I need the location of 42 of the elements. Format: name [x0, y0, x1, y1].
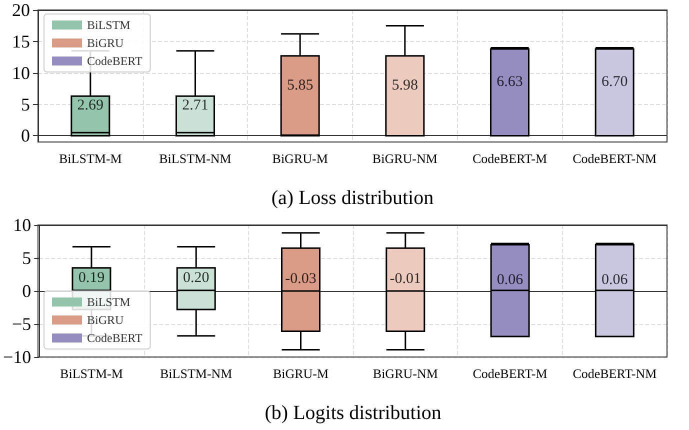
x-tick-label: BiLSTM-M — [60, 366, 124, 381]
legend-label: BiGRU — [87, 313, 124, 327]
y-tick-label: 10 — [13, 215, 32, 235]
x-tick-label: CodeBERT-NM — [572, 366, 658, 381]
x-tick-label: BiGRU-NM — [372, 151, 438, 166]
annotation: 0.19 — [78, 270, 105, 286]
annotation: 5.85 — [286, 77, 314, 94]
x-tick-label: BiLSTM-M — [58, 151, 122, 166]
y-tick-label: 5 — [22, 248, 32, 268]
x-tick-label: CodeBERT-NM — [572, 151, 658, 166]
annotation: 2.71 — [182, 97, 208, 114]
annotation: 2.69 — [77, 97, 104, 114]
y-tick-label: 5 — [21, 94, 30, 114]
y-tick-label: 0 — [21, 126, 30, 146]
annotation: 0.06 — [602, 272, 628, 288]
annotation: 0.06 — [496, 272, 524, 288]
y-tick-label: 20 — [12, 0, 30, 20]
y-tick-label: 0 — [22, 281, 32, 301]
y-tick-label: 10 — [12, 62, 30, 83]
annotation: -0.03 — [285, 271, 316, 288]
legend-label: BiLSTM — [87, 18, 131, 32]
y-tick-label: 15 — [12, 31, 30, 52]
annotation: 6.63 — [496, 74, 523, 90]
y-tick-label: −10 — [2, 347, 32, 367]
legend-label: CodeBERT — [87, 331, 143, 345]
legend-label: BiLSTM — [87, 295, 131, 309]
y-tick-label: −5 — [12, 314, 32, 334]
legend-label: CodeBERT — [87, 54, 143, 68]
annotation: -0.01 — [390, 271, 422, 288]
annotation: 5.98 — [392, 77, 418, 94]
x-tick-label: BiGRU-NM — [372, 366, 438, 381]
x-axis-title: (a) Loss distribution — [271, 187, 434, 209]
annotation: 6.70 — [601, 74, 628, 90]
x-tick-label: BiLSTM-NM — [160, 366, 233, 381]
x-tick-label: BiGRU-M — [272, 151, 328, 166]
x-tick-label: BiGRU-M — [272, 366, 329, 381]
legend-label: BiGRU — [87, 36, 124, 50]
x-axis-title: (b) Logits distribution — [264, 402, 442, 424]
annotation: 0.20 — [182, 270, 210, 286]
x-tick-label: BiLSTM-NM — [159, 151, 232, 166]
x-tick-label: CodeBERT-M — [472, 366, 548, 381]
x-tick-label: CodeBERT-M — [472, 151, 548, 166]
